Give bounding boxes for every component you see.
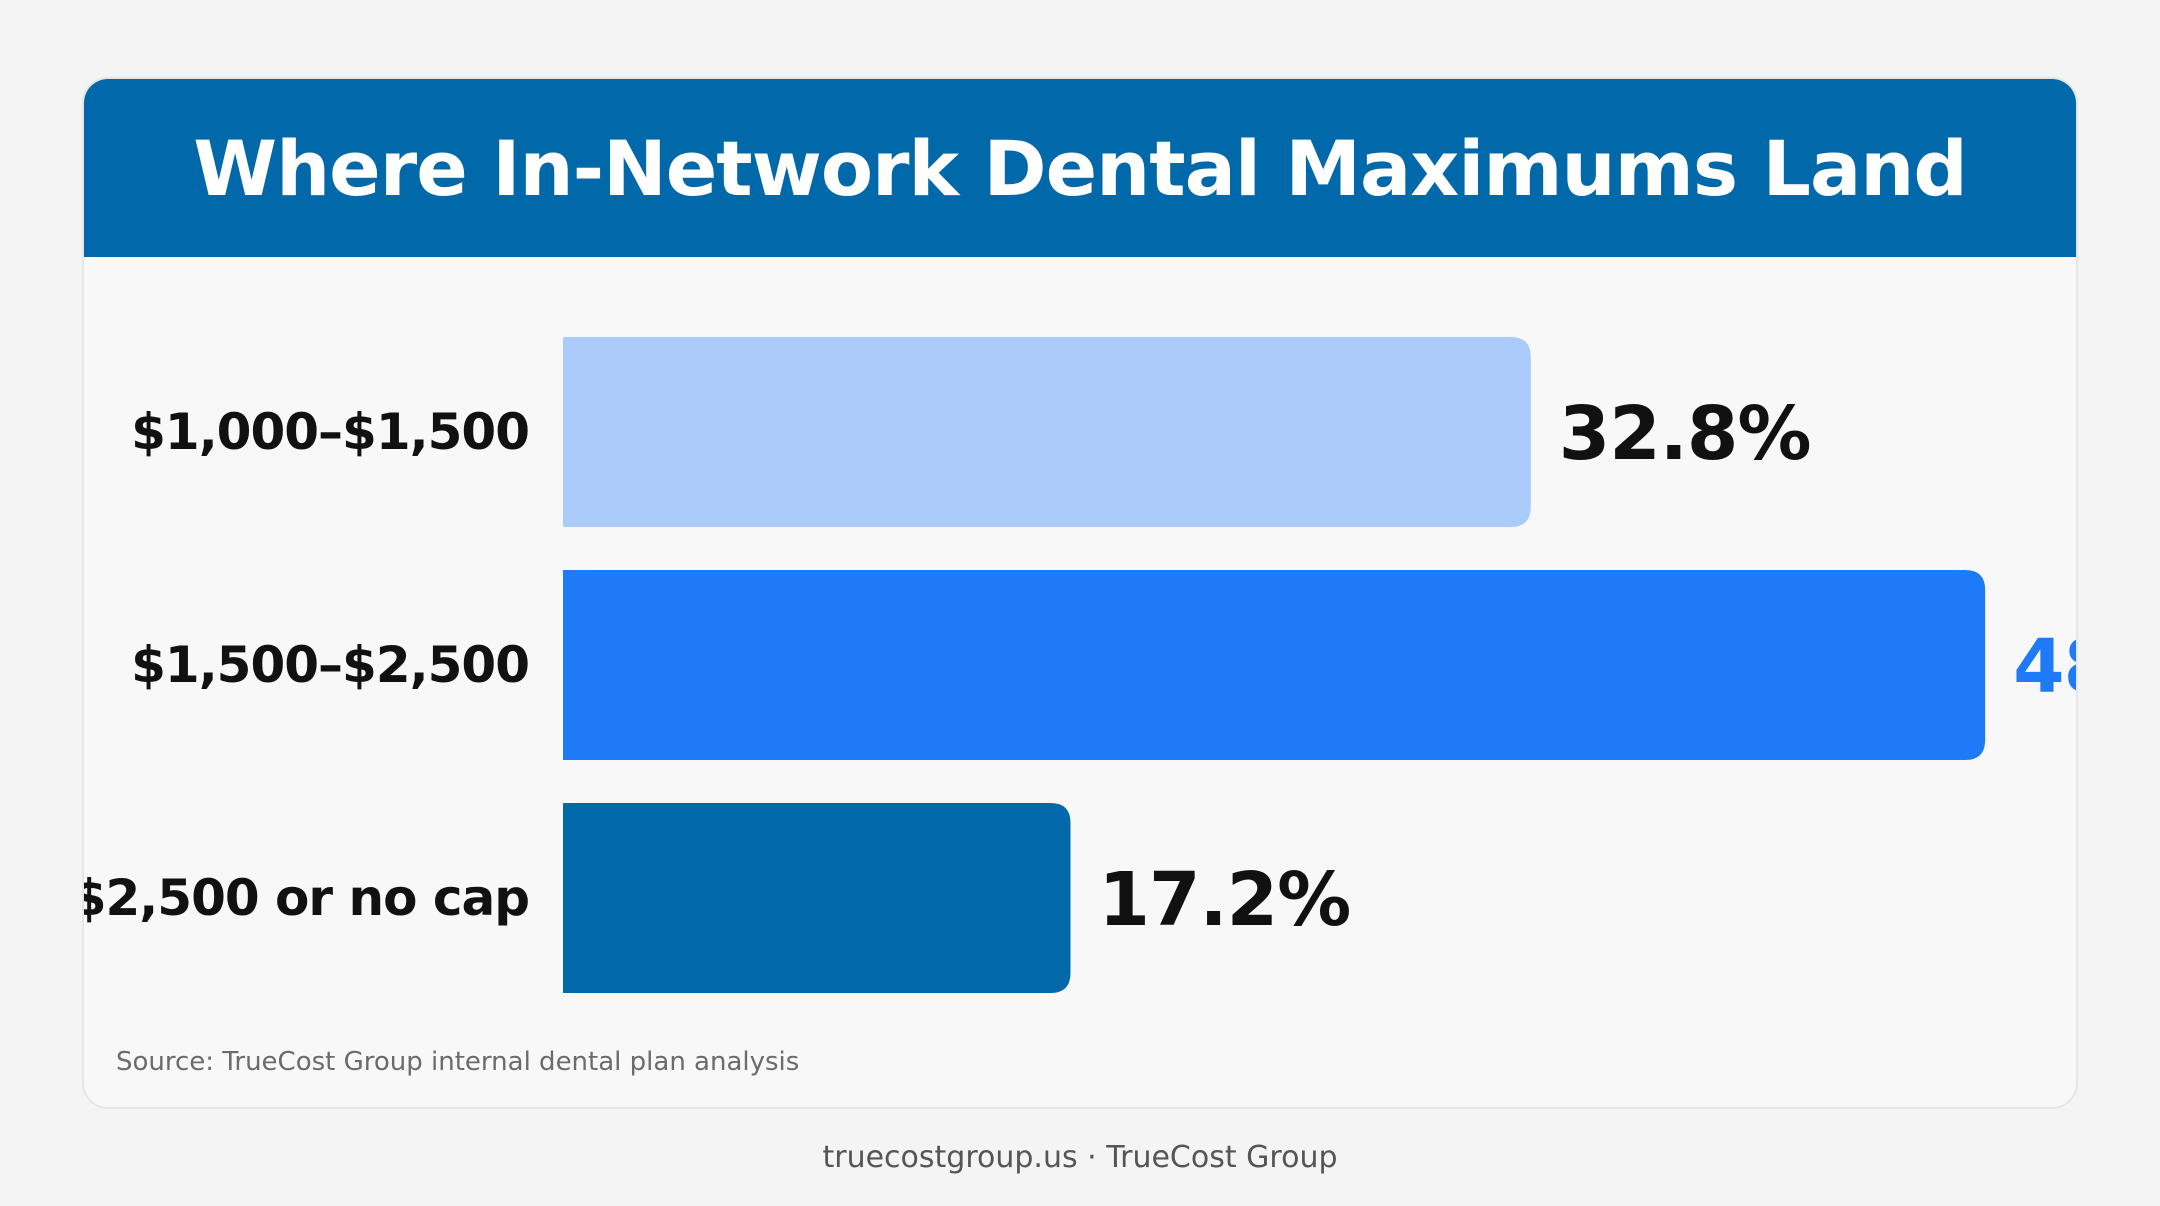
category-label: $1,500–$2,500: [131, 636, 529, 694]
bar: [563, 803, 1071, 993]
value-label: 32.8%: [1559, 391, 1811, 477]
bar: [563, 570, 1986, 760]
category-label: $2,500 or no cap: [84, 869, 529, 927]
chart-title: Where In-Network Dental Maximums Land: [193, 123, 1968, 213]
chart-card: Where In-Network Dental Maximums Land $1…: [82, 77, 2078, 1109]
value-label: 17.2%: [1098, 857, 1350, 943]
chart-header: Where In-Network Dental Maximums Land: [84, 79, 2076, 257]
footer-credit: truecostgroup.us · TrueCost Group: [822, 1140, 1338, 1175]
bar-chart: $1,000–$1,500 32.8% $1,500–$2,500 48.2% $2,5…: [84, 337, 2078, 993]
value-label: 48.2%: [2013, 624, 2078, 710]
category-label: $1,000–$1,500: [131, 403, 529, 461]
bar: [563, 337, 1531, 527]
source-note: Source: TrueCost Group internal dental p…: [116, 1047, 800, 1077]
